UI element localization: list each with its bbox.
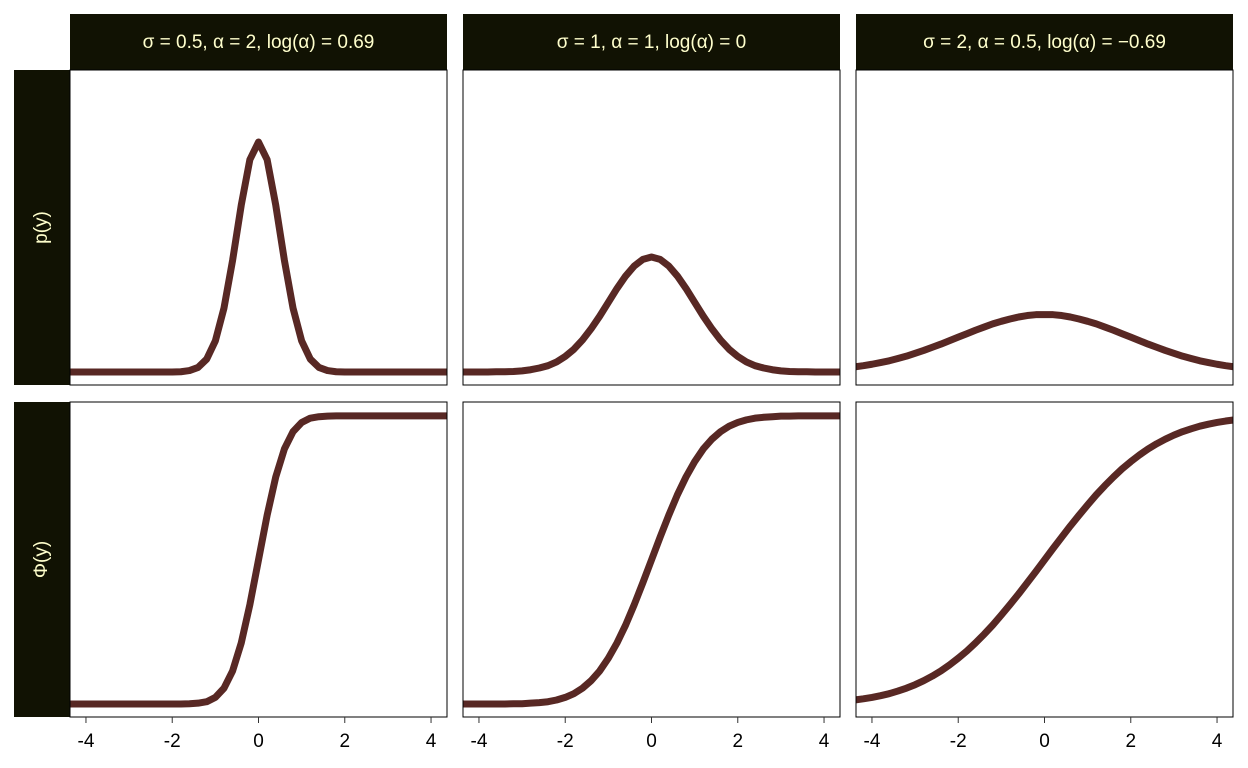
curve <box>463 412 840 708</box>
column-title: σ = 1, α = 1, log(α) = 0 <box>557 32 746 53</box>
strip <box>70 14 447 70</box>
x-tick-label: -2 <box>557 731 574 752</box>
column-title: σ = 0.5, α = 2, log(α) = 0.69 <box>143 32 375 53</box>
x-tick-label: -2 <box>164 731 181 752</box>
panel-border <box>855 69 1234 386</box>
x-tick-label: 0 <box>1039 731 1050 752</box>
x-tick-label: -4 <box>864 731 881 752</box>
x-tick-label: 0 <box>646 731 657 752</box>
strip <box>856 14 1233 70</box>
curve <box>856 311 1233 371</box>
curve <box>70 412 447 708</box>
x-tick-label: 4 <box>426 731 437 752</box>
curve <box>70 138 447 376</box>
row-label: p(y) <box>31 211 52 244</box>
row-label: Φ(y) <box>31 541 52 578</box>
panel <box>463 70 840 385</box>
panel-border <box>69 69 448 386</box>
panel <box>70 70 447 385</box>
curve <box>856 416 1233 704</box>
column-title: σ = 2, α = 0.5, log(α) = −0.69 <box>923 32 1166 53</box>
x-tick-label: 4 <box>819 731 830 752</box>
x-tick-label: -2 <box>950 731 967 752</box>
x-tick-label: -4 <box>471 731 488 752</box>
panel-border <box>462 69 841 386</box>
strip <box>14 70 70 385</box>
strip <box>463 14 840 70</box>
x-tick-label: 2 <box>732 731 743 752</box>
strip <box>14 402 70 717</box>
panel <box>856 70 1233 385</box>
x-tick-label: 2 <box>339 731 350 752</box>
x-tick-label: 4 <box>1212 731 1223 752</box>
x-tick-label: -4 <box>78 731 95 752</box>
curve <box>463 253 840 376</box>
x-tick-label: 2 <box>1125 731 1136 752</box>
x-tick-label: 0 <box>253 731 264 752</box>
